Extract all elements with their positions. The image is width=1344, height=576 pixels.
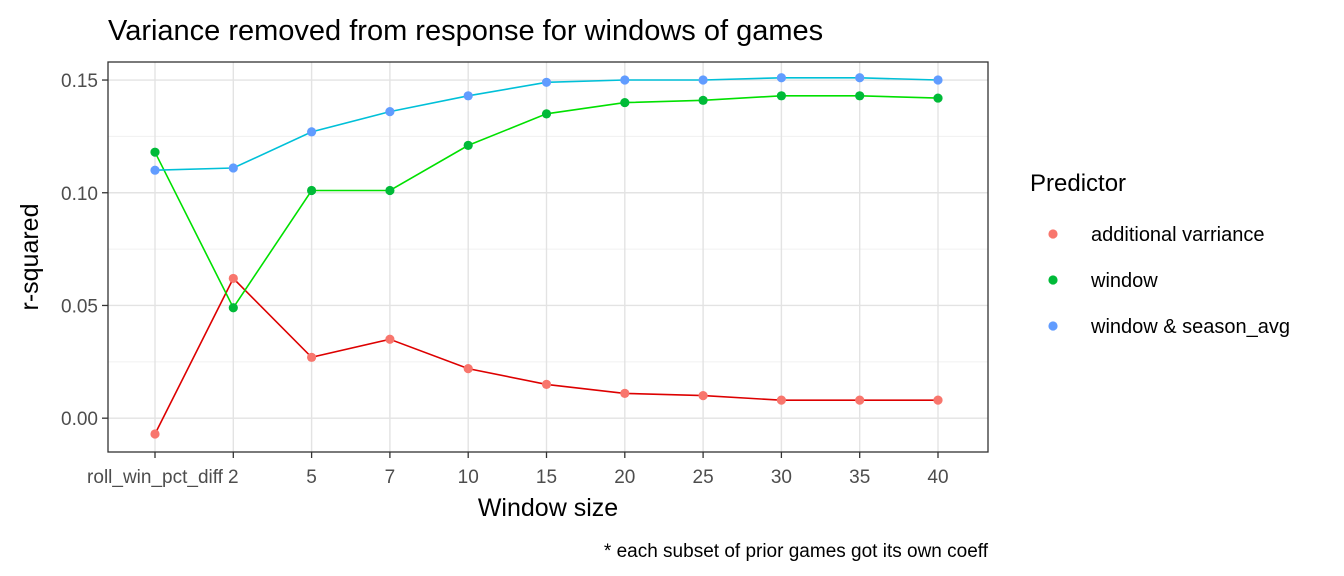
y-tick-label: 0.05 <box>61 296 98 317</box>
data-point <box>776 73 787 83</box>
legend-item: window & season_avg <box>1048 316 1290 338</box>
legend-item: additional varriance <box>1048 224 1264 246</box>
legend-label: window & season_avg <box>1090 316 1290 338</box>
legend-label: additional varriance <box>1091 224 1264 246</box>
series-layer <box>150 73 943 439</box>
data-point <box>698 75 708 85</box>
series-window <box>150 91 943 313</box>
data-point <box>307 185 317 196</box>
data-point <box>463 363 473 374</box>
data-point <box>150 429 160 439</box>
data-point <box>307 352 317 362</box>
data-point <box>541 77 552 87</box>
legend: Predictor additional varriance window wind… <box>1030 170 1290 338</box>
chart-title: Variance removed from response for windo… <box>108 15 823 47</box>
panel-background <box>108 62 988 452</box>
grid <box>108 62 988 452</box>
legend-label: window <box>1090 270 1158 292</box>
data-point <box>855 73 865 83</box>
x-tick-label: 25 <box>693 467 714 488</box>
series-window-season-avg <box>150 73 943 175</box>
chart-caption: * each subset of prior games got its own… <box>604 541 989 562</box>
legend-title: Predictor <box>1030 170 1126 197</box>
y-tick-label: 0.15 <box>61 71 98 92</box>
y-axis-title: r-squared <box>16 204 44 311</box>
data-point <box>698 95 708 105</box>
panel-border <box>107 61 989 453</box>
data-point <box>933 395 943 405</box>
data-point <box>307 127 317 137</box>
data-point <box>150 165 160 175</box>
data-point <box>620 97 630 108</box>
data-point <box>463 91 473 101</box>
data-point <box>620 75 630 85</box>
data-point <box>933 93 943 103</box>
legend-key <box>1048 275 1058 285</box>
x-axis: roll_win_pct_diff 2 5 7 10 15 20 25 30 35 40 <box>87 452 949 488</box>
data-point <box>385 106 395 117</box>
x-tick-label: 35 <box>849 467 870 488</box>
x-tick-label: 20 <box>614 467 635 488</box>
data-point <box>855 395 865 405</box>
data-point <box>776 91 787 101</box>
x-tick-label: 30 <box>771 467 792 488</box>
y-axis: 0.00 0.05 0.10 0.15 <box>61 71 108 430</box>
x-tick-label: 15 <box>536 467 557 488</box>
x-tick-label: 10 <box>458 467 479 488</box>
data-point <box>228 163 238 173</box>
data-point <box>776 395 787 405</box>
data-point <box>228 273 238 284</box>
data-point <box>463 140 473 151</box>
data-point <box>855 91 865 101</box>
y-tick-label: 0.00 <box>61 409 98 430</box>
data-point <box>385 334 395 344</box>
data-point <box>228 303 238 313</box>
data-point <box>385 185 395 196</box>
series-additional-varriance <box>150 273 943 439</box>
data-point <box>541 109 552 119</box>
legend-item: window <box>1048 270 1158 292</box>
y-tick-label: 0.10 <box>61 184 98 205</box>
x-tick-label: 2 <box>228 467 239 488</box>
data-point <box>150 147 160 157</box>
legend-key <box>1048 229 1058 239</box>
data-point <box>698 391 708 401</box>
x-tick-label: 5 <box>306 467 317 488</box>
legend-key <box>1048 321 1058 331</box>
x-tick-label: 40 <box>927 467 948 488</box>
x-tick-label: 7 <box>385 467 396 488</box>
data-point <box>933 75 943 85</box>
data-point <box>541 379 552 389</box>
data-point <box>620 388 630 398</box>
x-tick-label: roll_win_pct_diff <box>87 467 224 488</box>
x-axis-title: Window size <box>478 494 618 522</box>
